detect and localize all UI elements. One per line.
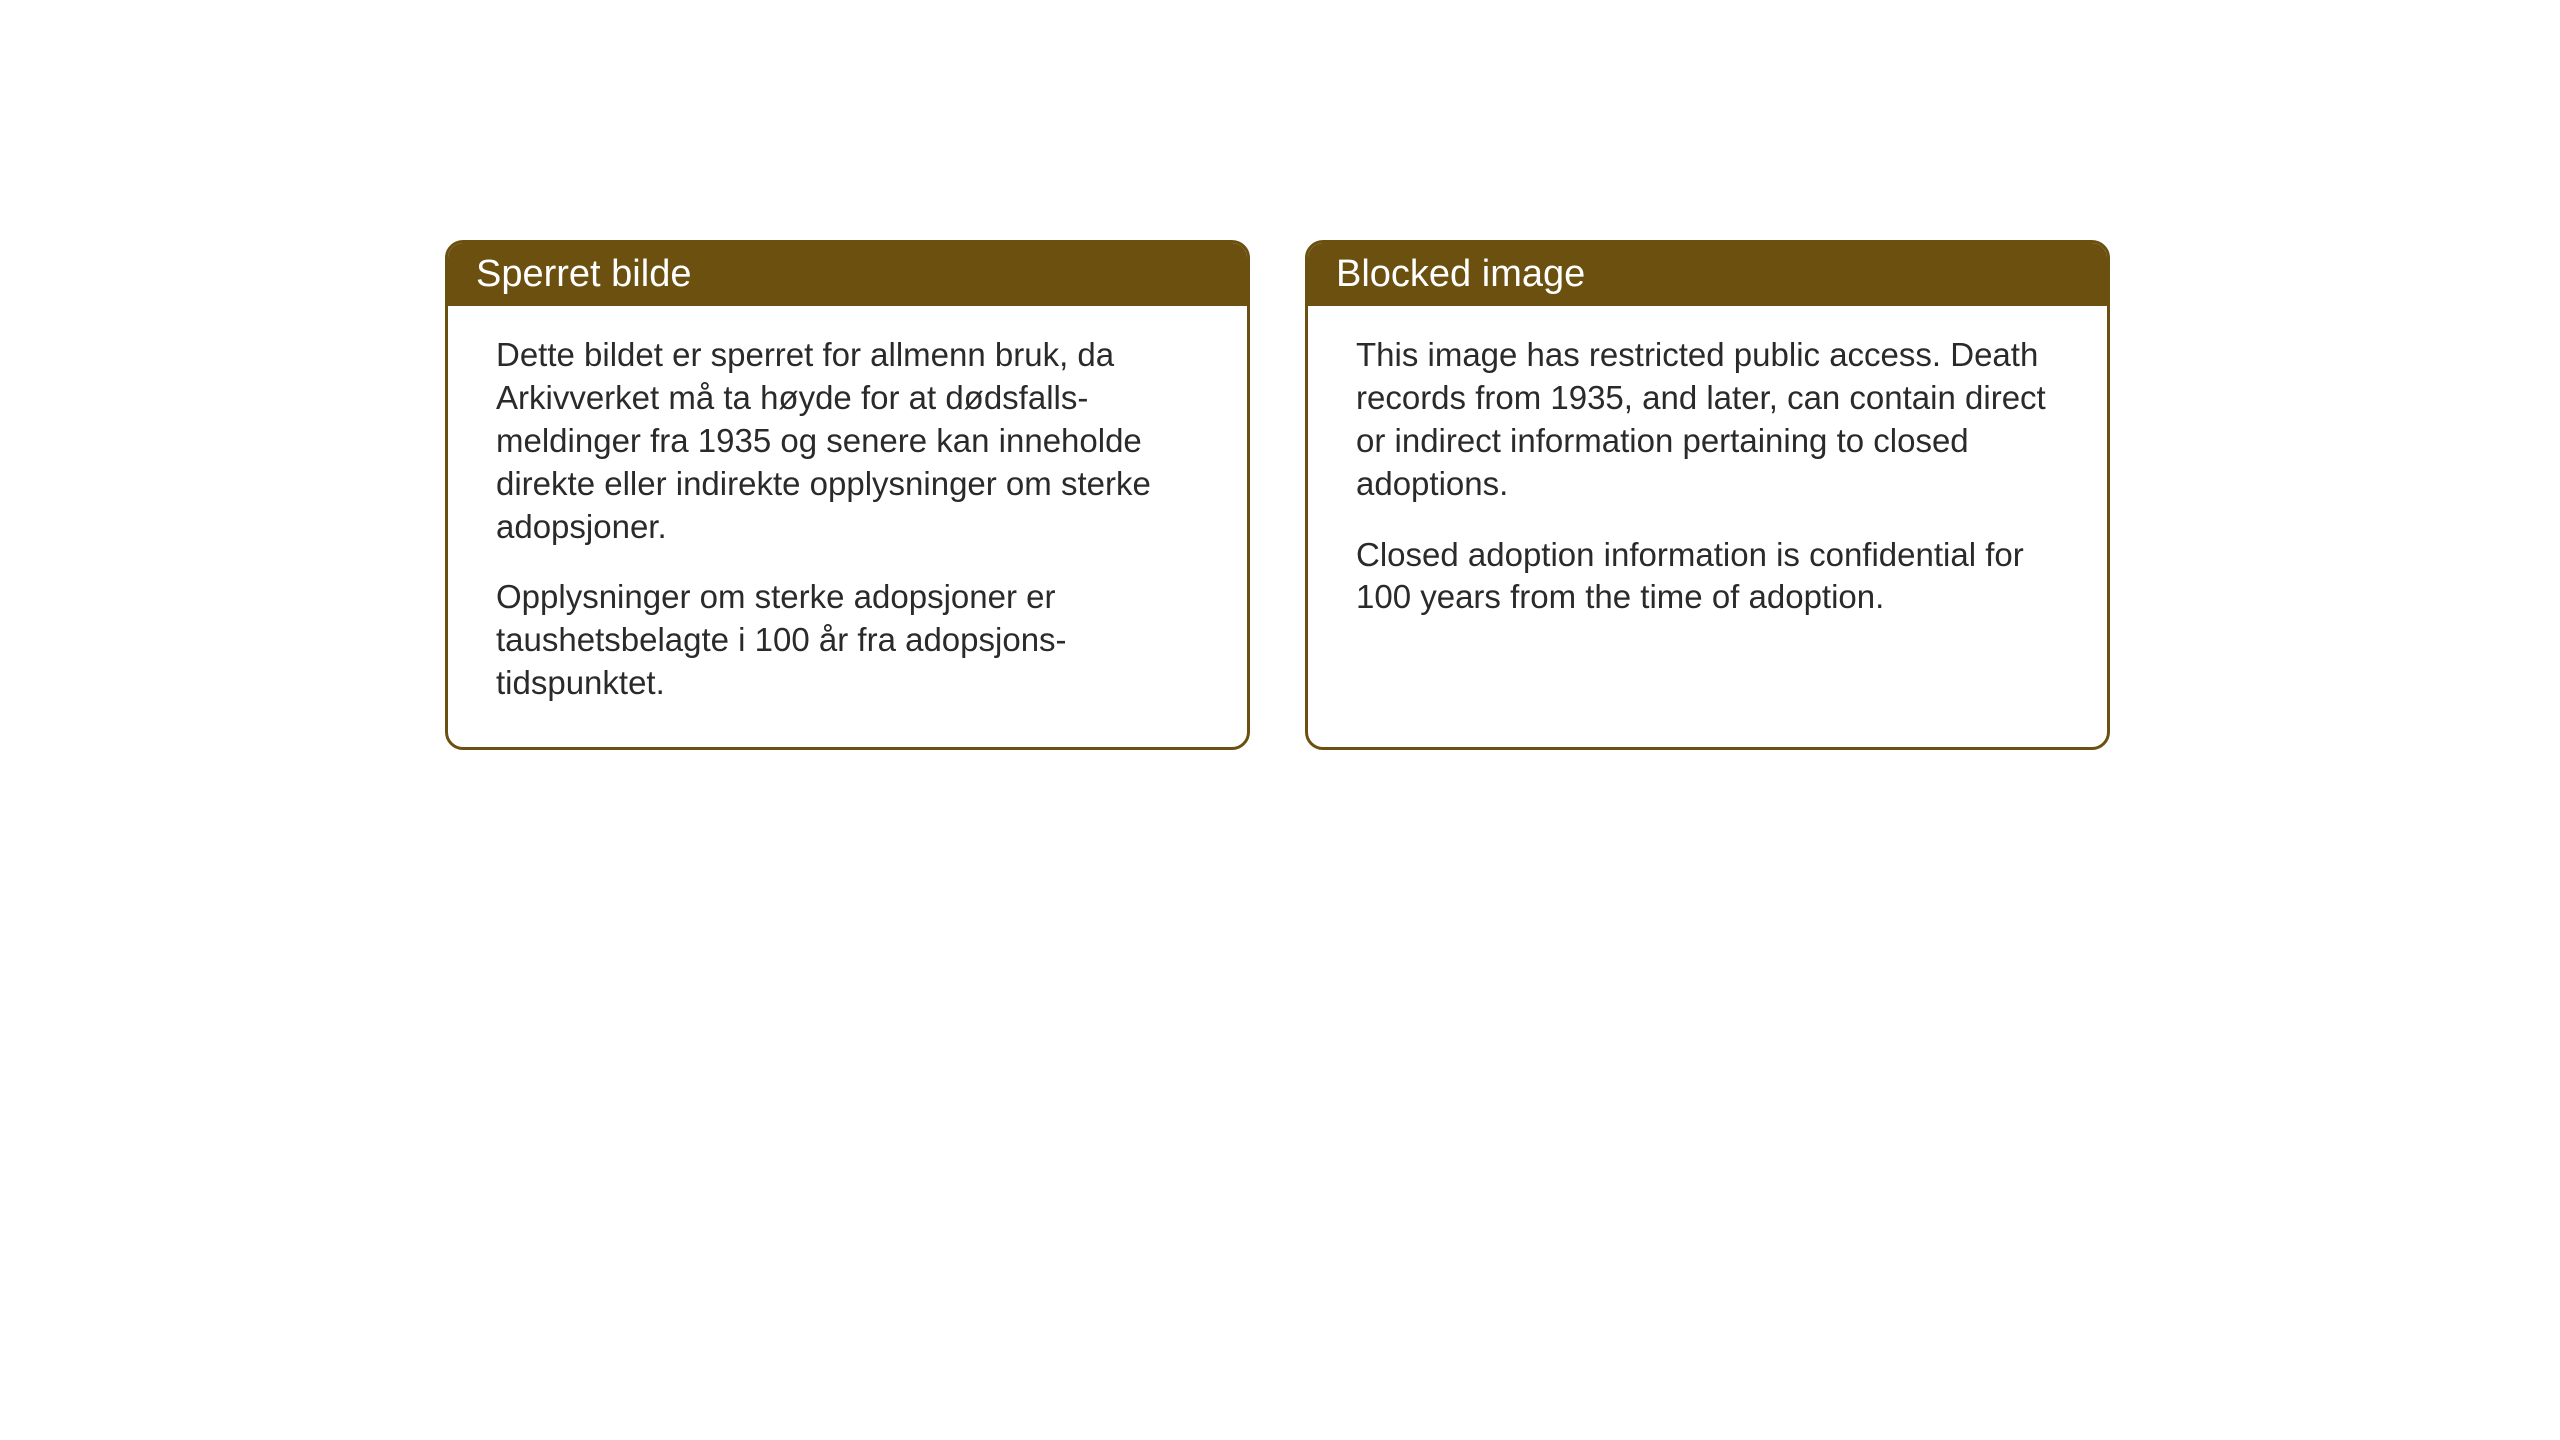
card-paragraph-norwegian-1: Dette bildet er sperret for allmenn bruk…	[496, 334, 1199, 548]
card-title-norwegian: Sperret bilde	[476, 253, 691, 295]
card-paragraph-norwegian-2: Opplysninger om sterke adopsjoner er tau…	[496, 576, 1199, 705]
card-header-english: Blocked image	[1308, 243, 2107, 306]
notice-card-norwegian: Sperret bilde Dette bildet er sperret fo…	[445, 240, 1250, 750]
card-title-english: Blocked image	[1336, 253, 1585, 295]
card-paragraph-english-1: This image has restricted public access.…	[1356, 334, 2059, 506]
card-paragraph-english-2: Closed adoption information is confident…	[1356, 534, 2059, 620]
card-body-english: This image has restricted public access.…	[1308, 306, 2107, 686]
card-body-norwegian: Dette bildet er sperret for allmenn bruk…	[448, 306, 1247, 747]
notice-container: Sperret bilde Dette bildet er sperret fo…	[445, 240, 2110, 750]
card-header-norwegian: Sperret bilde	[448, 243, 1247, 306]
notice-card-english: Blocked image This image has restricted …	[1305, 240, 2110, 750]
